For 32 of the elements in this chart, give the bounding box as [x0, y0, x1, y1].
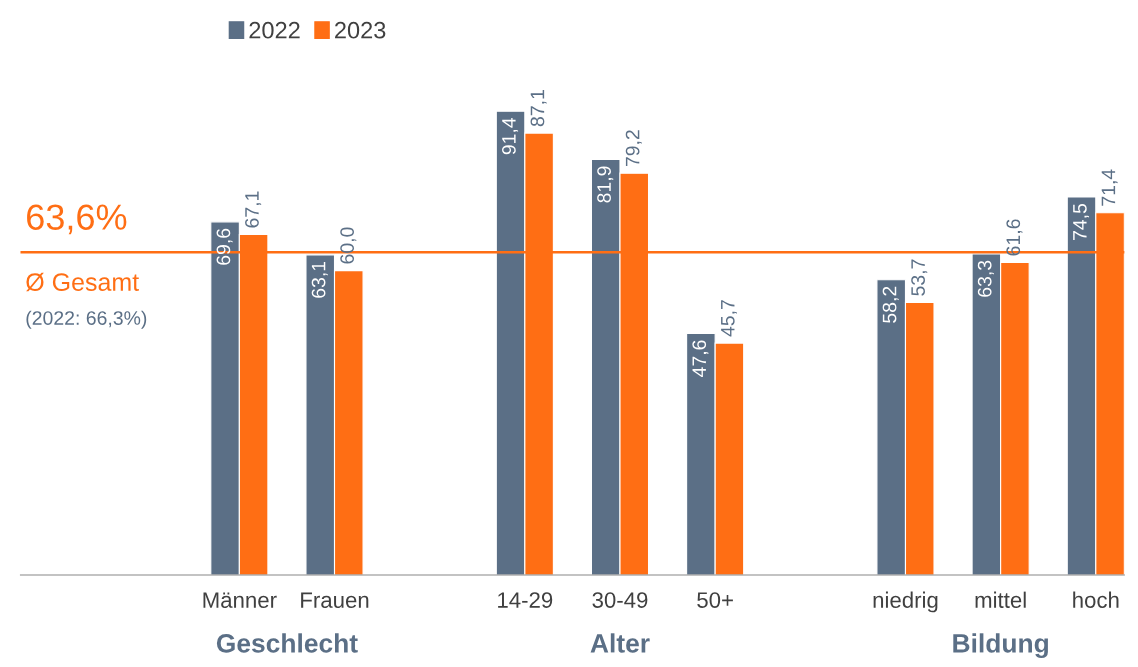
text: Bildung	[953, 633, 1048, 659]
data-label: 71,4	[1101, 169, 1118, 206]
data-label: 91,4	[502, 117, 519, 155]
data-label: 67,1	[245, 191, 262, 228]
x-tick-label: niedrig	[873, 591, 938, 613]
x-tick-label: Frauen	[301, 592, 369, 608]
data-label: 47,6	[692, 340, 709, 377]
x-tick-label: 14-29	[498, 592, 553, 608]
data-label: 60,0	[340, 227, 357, 264]
legend-label: 2023	[335, 21, 386, 39]
data-label: 61,6	[1006, 219, 1023, 256]
x-tick-label: 30-49	[592, 592, 648, 608]
x-tick-label: 50+	[697, 592, 733, 608]
data-label: 74,5	[1073, 203, 1090, 240]
text: Alter	[590, 633, 650, 653]
data-label: 69,6	[216, 228, 233, 265]
text: (2022: 66,3%)	[26, 310, 147, 329]
x-tick-label: mittel	[975, 591, 1026, 608]
x-tick-label: Männer	[203, 592, 277, 608]
data-label: 63,1	[311, 261, 328, 298]
data-label: 58,2	[882, 286, 899, 323]
data-label: 45,7	[721, 300, 737, 337]
text: Ø Gesamt	[26, 272, 139, 292]
text: Geschlecht	[216, 633, 358, 653]
x-tick-label: hoch	[1073, 591, 1119, 608]
data-label: 87,1	[530, 90, 547, 127]
data-label: 53,7	[911, 259, 928, 296]
data-label: 79,2	[625, 130, 642, 167]
data-label: 81,9	[597, 166, 614, 203]
ref-line-label: 63,6%	[27, 204, 127, 235]
data-label: 63,3	[977, 260, 994, 297]
legend-label: 2022	[249, 21, 300, 39]
